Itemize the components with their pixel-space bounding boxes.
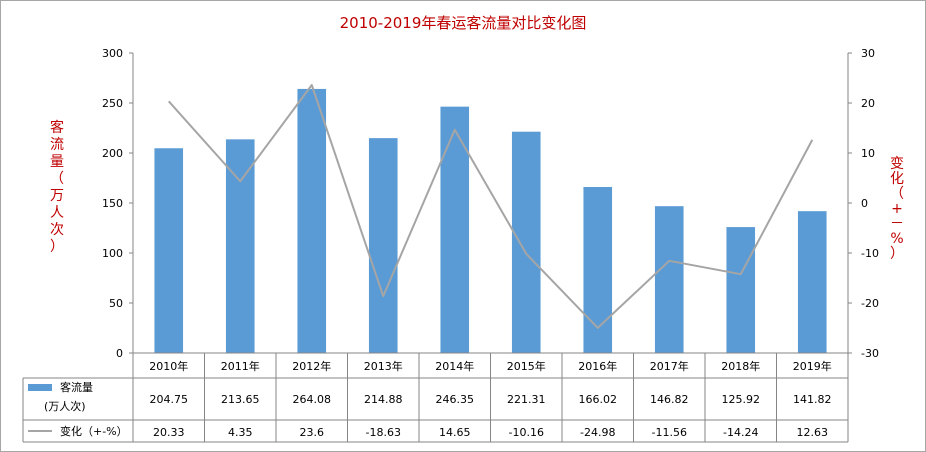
category-label: 2016年: [578, 359, 617, 373]
left-tick-label: 300: [102, 47, 123, 60]
category-label: 2014年: [435, 359, 474, 373]
bar: [225, 139, 255, 353]
bar-value-label: 141.82: [793, 393, 832, 406]
bar-value-label: 264.08: [293, 393, 332, 406]
right-tick-label: -30: [861, 347, 879, 360]
bar: [297, 88, 327, 354]
right-tick-label: -20: [861, 297, 879, 310]
line-value-label: 20.33: [153, 426, 185, 439]
left-tick-label: 200: [102, 147, 123, 160]
right-tick-label: 20: [861, 97, 875, 110]
left-tick-label: 0: [116, 347, 123, 360]
left-tick-label: 50: [109, 297, 123, 310]
left-tick-label: 250: [102, 97, 123, 110]
bar-value-label: 214.88: [364, 393, 403, 406]
right-tick-label: 10: [861, 147, 875, 160]
category-label: 2011年: [221, 359, 260, 373]
bar-value-label: 204.75: [150, 393, 189, 406]
bar: [511, 131, 541, 353]
right-axis-title-text: 变化（+－%）: [890, 156, 904, 262]
line-value-label: -18.63: [366, 426, 401, 439]
category-label: 2015年: [507, 359, 546, 373]
legend-label-line: 变化（+-%）: [60, 424, 128, 438]
bar: [654, 206, 684, 353]
data-table: 2010年 2011年 2012年 2013年 2014年 2015年 2016年 2017年…: [22, 352, 849, 443]
line-value-label: -14.24: [723, 426, 758, 439]
category-label: 2019年: [793, 359, 832, 373]
line-value-label: 23.6: [300, 426, 325, 439]
right-tick-label: -10: [861, 247, 879, 260]
category-label: 2013年: [364, 359, 403, 373]
chart-title: 2010-2019年春运客流量对比变化图: [340, 14, 587, 32]
left-axis-title-text: 客流量（万人次）: [50, 119, 64, 255]
bar-value-label: 125.92: [722, 393, 761, 406]
left-axis-title: 客流量（万人次）: [50, 119, 64, 255]
bar: [797, 211, 827, 353]
line-value-label: -24.98: [580, 426, 615, 439]
right-tick-label: 30: [861, 47, 875, 60]
bar: [583, 186, 613, 353]
legend-label-bar-unit: (万人次): [44, 399, 86, 413]
bar-value-label: 246.35: [436, 393, 475, 406]
change-line: [168, 84, 814, 329]
bar: [154, 148, 184, 353]
right-axis-title: 变化（+－%）: [890, 156, 904, 262]
legend-swatch-bar: [28, 384, 52, 391]
bar-value-label: 221.31: [507, 393, 546, 406]
line-value-label: 14.65: [439, 426, 471, 439]
plot-area: 0 50 100 150 200 250 300 -30 -20 -10 0 10 20 30: [102, 47, 879, 360]
bar: [726, 227, 756, 353]
line-value-label: 12.63: [797, 426, 829, 439]
legend-label-bar: 客流量: [60, 380, 93, 394]
bar: [440, 106, 470, 354]
left-tick-label: 100: [102, 247, 123, 260]
category-label: 2012年: [292, 359, 331, 373]
bar: [368, 138, 398, 353]
line-value-label: -10.16: [509, 426, 544, 439]
bar-value-label: 213.65: [221, 393, 260, 406]
line-value-label: 4.35: [228, 426, 253, 439]
left-tick-label: 150: [102, 197, 123, 210]
category-label: 2017年: [650, 359, 689, 373]
category-label: 2018年: [721, 359, 760, 373]
line-value-label: -11.56: [652, 426, 687, 439]
bar-value-label: 166.02: [579, 393, 618, 406]
right-tick-label: 0: [861, 197, 868, 210]
bar-value-label: 146.82: [650, 393, 689, 406]
category-label: 2010年: [149, 359, 188, 373]
